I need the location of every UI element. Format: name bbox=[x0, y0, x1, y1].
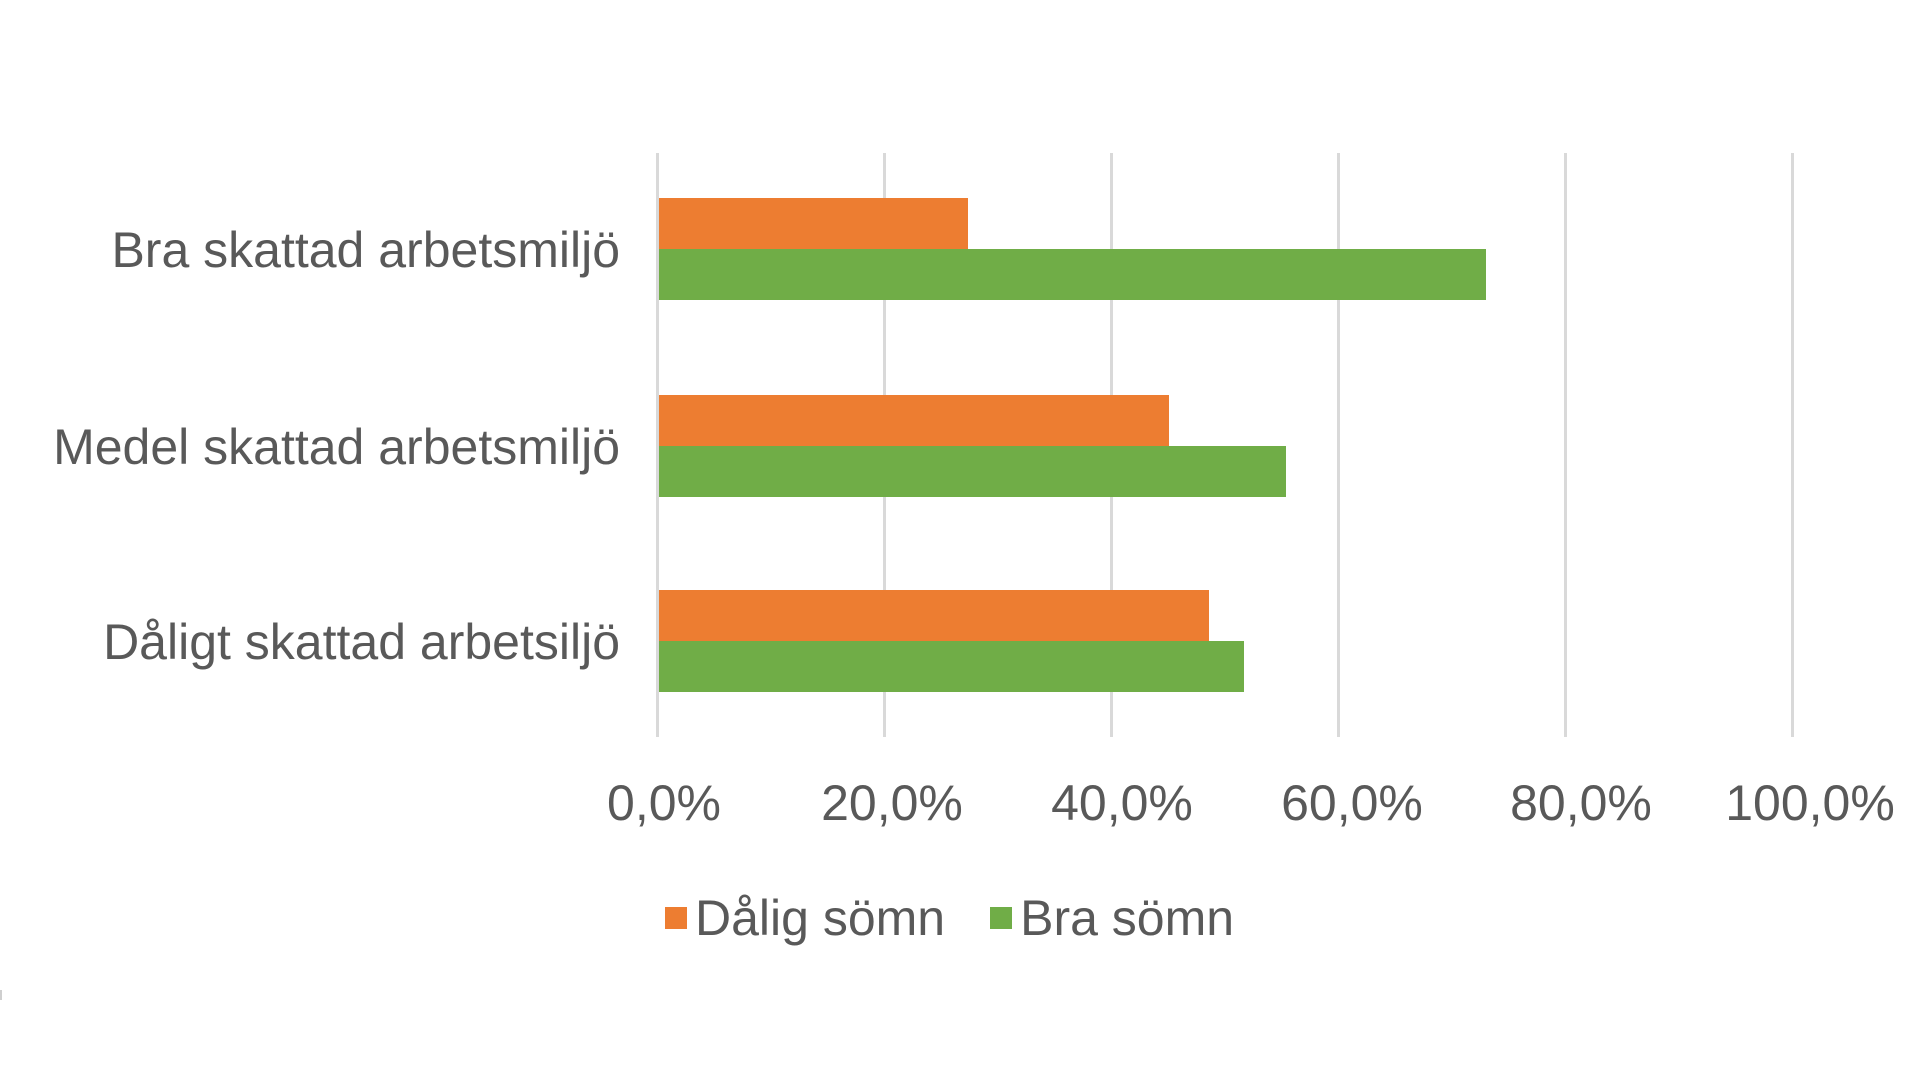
x-tick-label: 80,0% bbox=[1510, 775, 1652, 831]
gridline-100 bbox=[1791, 153, 1794, 737]
gridline-60 bbox=[1337, 153, 1340, 737]
category-label: Dåligt skattad arbetsiljö bbox=[103, 614, 620, 670]
legend-item-bra-somn: Bra sömn bbox=[990, 893, 1234, 943]
legend-label: Bra sömn bbox=[1020, 890, 1235, 946]
bar-dalig-somn-daligt-arbetsmiljo bbox=[659, 590, 1210, 641]
x-tick-label: 60,0% bbox=[1281, 775, 1423, 831]
legend-swatch-green bbox=[990, 907, 1013, 929]
x-tick-label: 100,0% bbox=[1725, 775, 1895, 831]
gridline-0 bbox=[656, 153, 659, 737]
legend-swatch-orange bbox=[665, 907, 687, 929]
bar-bra-somn-daligt-arbetsmiljo bbox=[659, 641, 1244, 692]
gridline-80 bbox=[1564, 153, 1567, 737]
bar-dalig-somn-medel-arbetsmiljo bbox=[659, 395, 1169, 446]
legend: Dålig sömn Bra sömn bbox=[665, 893, 1279, 943]
legend-item-dalig-somn: Dålig sömn bbox=[665, 893, 945, 943]
x-tick-label: 0,0% bbox=[607, 775, 721, 831]
bar-bra-somn-medel-arbetsmiljo bbox=[659, 446, 1286, 497]
category-label: Medel skattad arbetsmiljö bbox=[53, 419, 620, 475]
bar-dalig-somn-bra-arbetsmiljo bbox=[659, 198, 968, 249]
bar-bra-somn-bra-arbetsmiljo bbox=[659, 249, 1487, 300]
legend-label: Dålig sömn bbox=[695, 890, 946, 946]
category-label: Bra skattad arbetsmiljö bbox=[111, 222, 620, 278]
edge-mark bbox=[0, 990, 2, 1000]
x-tick-label: 20,0% bbox=[821, 775, 963, 831]
x-tick-label: 40,0% bbox=[1051, 775, 1193, 831]
